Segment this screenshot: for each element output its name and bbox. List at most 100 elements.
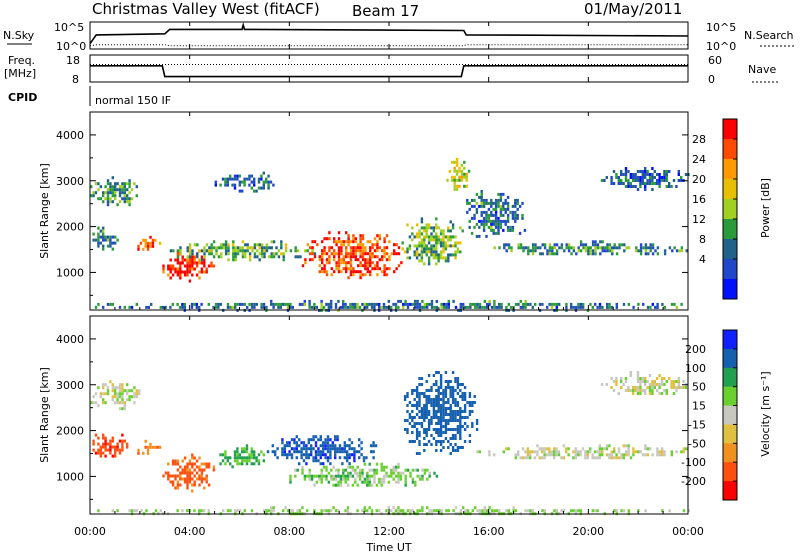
heatmap-cell xyxy=(636,176,640,179)
heatmap-cell xyxy=(179,471,182,475)
heatmap-cell xyxy=(656,389,659,392)
heatmap-cell xyxy=(656,182,659,185)
heatmap-cell xyxy=(360,453,363,457)
heatmap-cell xyxy=(145,305,148,309)
heatmap-cell xyxy=(106,191,110,195)
heatmap-cell xyxy=(383,270,386,274)
heatmap-cell xyxy=(427,226,431,230)
heatmap-cell xyxy=(320,302,323,306)
heatmap-cell xyxy=(188,477,192,481)
heatmap-cell xyxy=(368,480,371,484)
heatmap-cell xyxy=(615,305,618,309)
heatmap-cell xyxy=(351,468,355,472)
heatmap-cell xyxy=(272,302,275,306)
heatmap-cell xyxy=(186,474,189,478)
heatmap-cell xyxy=(325,258,329,262)
heatmap-cell xyxy=(456,383,460,386)
heatmap-cell xyxy=(116,442,119,446)
heatmap-cell xyxy=(423,229,426,233)
heatmap-cell xyxy=(418,253,421,257)
heatmap-cell xyxy=(104,383,107,387)
heatmap-cell xyxy=(420,422,424,425)
heatmap-cell xyxy=(426,302,429,306)
heatmap-cell xyxy=(399,471,403,475)
heatmap-region xyxy=(169,240,317,262)
heatmap-cell xyxy=(444,244,448,248)
heatmap-cell xyxy=(181,477,184,481)
heatmap-cell xyxy=(111,389,114,393)
heatmap-cell xyxy=(427,250,431,254)
heatmap-cell xyxy=(415,407,419,410)
x-tick-label: 16:00 xyxy=(473,525,505,538)
colorbar-tick-label: 16 xyxy=(692,193,706,206)
heatmap-cell xyxy=(439,416,443,419)
heatmap-cell xyxy=(505,305,508,309)
heatmap-cell xyxy=(305,444,308,448)
heatmap-cell xyxy=(304,258,307,262)
heatmap-cell xyxy=(94,238,98,242)
heatmap-cell xyxy=(183,273,187,277)
heatmap-cell xyxy=(97,448,100,452)
heatmap-cell xyxy=(283,453,286,457)
heatmap-cell xyxy=(245,450,249,454)
nsky-panel: N.Sky 10^5 10^0 10^5 10^0 N.Search xyxy=(3,21,796,53)
heatmap-cell xyxy=(195,302,198,306)
heatmap-cell xyxy=(437,226,440,230)
heatmap-cell xyxy=(555,243,559,247)
heatmap-cell xyxy=(227,249,230,253)
heatmap-cell xyxy=(121,389,124,393)
heatmap-cell xyxy=(233,459,237,463)
heatmap-cell xyxy=(373,302,376,306)
heatmap-cell xyxy=(243,447,246,451)
heatmap-cell xyxy=(351,302,354,306)
heatmap-cell xyxy=(439,380,443,383)
heatmap-cell xyxy=(205,267,208,271)
heatmap-cell xyxy=(658,374,661,377)
heatmap-cell xyxy=(321,261,324,265)
heatmap-cell xyxy=(636,389,640,392)
heatmap-cell xyxy=(221,459,225,463)
heatmap-cell xyxy=(415,428,419,431)
heatmap-cell xyxy=(468,207,471,211)
heatmap-cell xyxy=(236,249,240,253)
heatmap-cell xyxy=(620,453,623,457)
heatmap-cell xyxy=(171,302,174,306)
heatmap-cell xyxy=(418,440,421,443)
heatmap-cell xyxy=(427,374,431,377)
heatmap-cell xyxy=(488,302,491,306)
colorbar-swatch xyxy=(723,405,737,425)
heatmap-cell xyxy=(359,240,362,244)
heatmap-cell xyxy=(329,456,332,460)
heatmap-cell xyxy=(478,219,481,223)
heatmap-cell xyxy=(632,389,635,392)
heatmap-cell xyxy=(330,252,333,256)
heatmap-cell xyxy=(158,241,162,245)
heatmap-cell xyxy=(97,404,100,408)
heatmap-cell xyxy=(354,252,357,256)
heatmap-cell xyxy=(128,185,131,189)
heatmap-cell xyxy=(356,483,359,487)
heatmap-cell xyxy=(171,273,175,277)
heatmap-cell xyxy=(439,392,443,395)
heatmap-cell xyxy=(286,302,290,306)
heatmap-cell xyxy=(524,305,527,309)
heatmap-cell xyxy=(345,261,348,265)
heatmap-cell xyxy=(116,392,119,396)
heatmap-cell xyxy=(111,191,114,195)
heatmap-cell xyxy=(444,410,448,413)
heatmap-cell xyxy=(618,246,621,250)
heatmap-cell xyxy=(183,465,187,469)
heatmap-cell xyxy=(421,474,424,478)
colorbar-swatch xyxy=(723,443,737,463)
heatmap-cell xyxy=(502,204,505,208)
heatmap-cell xyxy=(635,246,638,250)
heatmap-cell xyxy=(191,489,194,493)
heatmap-cell xyxy=(174,486,177,490)
x-tick-label: 20:00 xyxy=(572,525,604,538)
heatmap-cell xyxy=(499,192,503,196)
heatmap-cell xyxy=(499,204,503,208)
heatmap-cell xyxy=(354,270,357,274)
heatmap-cell xyxy=(260,305,263,309)
heatmap-cell xyxy=(219,462,222,466)
heatmap-cell xyxy=(493,299,496,303)
